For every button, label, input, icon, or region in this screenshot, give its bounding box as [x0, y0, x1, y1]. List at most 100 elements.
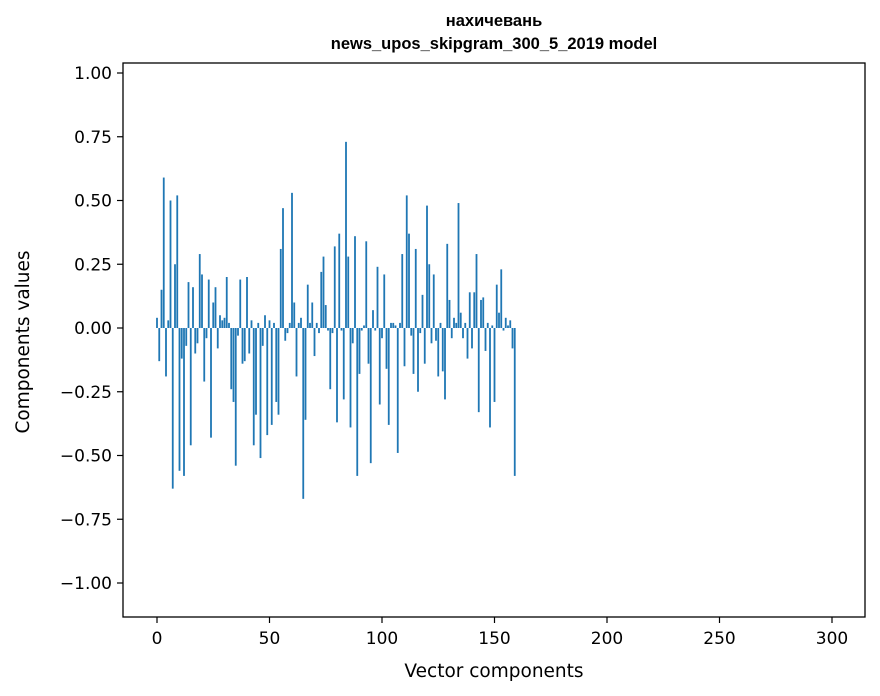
bar-45 — [257, 322, 260, 328]
bar-10 — [178, 328, 181, 471]
bar-100 — [381, 328, 383, 339]
bar-97 — [374, 328, 377, 331]
bar-57 — [284, 328, 287, 341]
bar-50 — [268, 320, 271, 328]
bar-2 — [160, 289, 163, 328]
bar-121 — [428, 264, 431, 328]
bar-5 — [167, 320, 170, 328]
bar-146 — [484, 328, 487, 351]
bar-110 — [403, 328, 406, 367]
bar-93 — [365, 241, 368, 328]
bar-145 — [482, 297, 485, 328]
bar-98 — [376, 266, 379, 328]
x-tick-label-1: 50 — [259, 629, 281, 649]
bar-53 — [275, 328, 278, 402]
bar-153 — [500, 269, 503, 328]
bar-154 — [502, 328, 505, 331]
bar-38 — [241, 328, 244, 364]
x-tick-label-3: 150 — [478, 629, 510, 649]
bar-117 — [419, 328, 422, 334]
bars-group — [156, 141, 516, 499]
bar-14 — [187, 282, 190, 328]
bar-159 — [513, 328, 516, 476]
bar-20 — [201, 274, 203, 328]
bar-142 — [475, 254, 478, 328]
bar-63 — [297, 322, 300, 328]
bar-103 — [387, 328, 390, 425]
bar-92 — [363, 325, 365, 328]
bar-29 — [221, 320, 224, 328]
x-tick-label-5: 250 — [703, 629, 735, 649]
bar-79 — [333, 246, 336, 328]
bar-104 — [390, 322, 392, 328]
bar-89 — [356, 328, 359, 476]
bar-112 — [408, 233, 410, 328]
bar-75 — [324, 305, 327, 328]
bar-141 — [473, 292, 476, 328]
bar-149 — [491, 325, 494, 328]
y-tick-label-7: −0.75 — [60, 510, 112, 530]
bar-136 — [462, 328, 464, 339]
bar-85 — [347, 256, 350, 328]
bar-15 — [189, 328, 192, 446]
bar-87 — [351, 328, 354, 344]
bar-67 — [306, 284, 309, 328]
bar-69 — [311, 302, 314, 328]
bar-105 — [392, 322, 395, 328]
bar-96 — [372, 310, 374, 328]
bar-43 — [252, 328, 255, 446]
bar-140 — [471, 328, 473, 349]
bar-8 — [174, 264, 176, 328]
bar-109 — [401, 254, 404, 328]
bar-148 — [489, 328, 491, 428]
bar-135 — [459, 312, 462, 328]
bar-31 — [225, 277, 228, 328]
bar-120 — [426, 205, 428, 328]
bar-41 — [248, 328, 251, 354]
bar-46 — [259, 328, 262, 459]
bar-131 — [450, 328, 453, 339]
bar-158 — [511, 328, 514, 349]
bar-122 — [430, 328, 433, 344]
y-tick-label-3: 0.25 — [74, 255, 112, 275]
bar-17 — [194, 328, 197, 354]
bar-76 — [327, 328, 329, 331]
bar-44 — [255, 328, 257, 415]
bar-28 — [219, 315, 221, 328]
x-tick-label-2: 100 — [366, 629, 398, 649]
bar-16 — [192, 287, 194, 328]
bar-116 — [417, 328, 419, 392]
x-axis-ticks: 0 50 100 150 200 250 300 — [152, 617, 848, 649]
bar-59 — [288, 322, 291, 328]
bar-138 — [466, 328, 469, 359]
bar-42 — [250, 320, 253, 328]
bar-27 — [216, 328, 219, 349]
y-axis-ticks: 1.00 0.75 0.50 0.25 0.00 −0.25 −0.50 −0.75 −1.00 — [60, 64, 123, 594]
bar-123 — [432, 274, 435, 328]
x-tick-label-6: 300 — [816, 629, 848, 649]
bar-107 — [396, 328, 399, 453]
bar-48 — [264, 315, 266, 328]
x-tick-label-4: 200 — [591, 629, 623, 649]
bar-157 — [509, 320, 512, 328]
bar-119 — [423, 328, 426, 364]
bar-125 — [437, 328, 440, 377]
bar-66 — [304, 328, 307, 420]
bar-72 — [318, 328, 320, 334]
bar-133 — [455, 322, 458, 328]
bar-91 — [360, 328, 363, 331]
bar-134 — [457, 203, 460, 328]
bar-58 — [286, 328, 289, 334]
bar-54 — [277, 328, 280, 415]
bar-128 — [444, 328, 446, 400]
y-tick-label-5: −0.25 — [60, 383, 112, 403]
bar-0 — [156, 317, 158, 328]
y-tick-label-1: 0.75 — [74, 128, 112, 148]
bar-139 — [468, 292, 471, 328]
y-axis-label: Components values — [13, 250, 34, 433]
bar-35 — [234, 328, 237, 466]
bar-1 — [158, 328, 161, 362]
bar-49 — [266, 328, 269, 436]
bar-13 — [185, 328, 188, 346]
